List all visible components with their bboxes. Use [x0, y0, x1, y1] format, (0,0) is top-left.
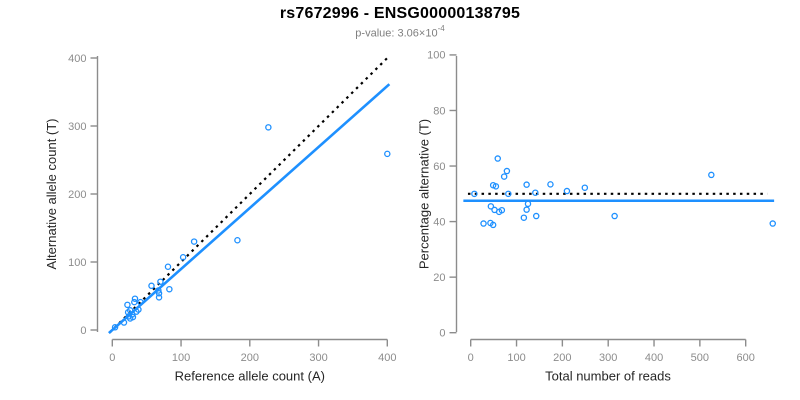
data-point [532, 189, 539, 196]
data-point [611, 212, 618, 220]
data-point [563, 187, 571, 195]
data-point [503, 167, 511, 175]
data-point [190, 238, 198, 245]
percentage-vs-reads-scatter: 0 20 40 60 80 100 0 100 200 300 400 500 600 Total num… [417, 50, 776, 384]
data-point [505, 190, 512, 198]
x-tick-label: 100 [172, 352, 190, 364]
data-point [581, 184, 589, 191]
data-point [523, 181, 530, 188]
x-tick-label: 200 [241, 352, 259, 364]
data-point [126, 315, 134, 322]
plot-title: rs7672996 - ENSG00000138795 [279, 5, 521, 22]
data-point [769, 220, 776, 227]
data-point [111, 324, 119, 331]
allele-counts-scatter: 0 100 200 300 400 0 100 200 300 400 Reference alle… [44, 53, 396, 384]
pvalue-exponent: -4 [437, 24, 445, 33]
data-point [179, 253, 187, 261]
data-point [494, 155, 501, 162]
x-tick-label: 200 [553, 352, 571, 364]
x-tick-label: 400 [645, 352, 663, 364]
y-tick-label: 200 [68, 189, 86, 201]
data-point [524, 200, 532, 208]
x-tick-label: 0 [109, 352, 115, 364]
y-tick-label: 300 [68, 121, 86, 133]
data-point [135, 306, 142, 313]
identity-line [108, 55, 390, 334]
x-axis-title: Reference allele count (A) [175, 369, 325, 384]
data-point [487, 203, 495, 210]
data-point [137, 298, 144, 306]
data-point [523, 206, 530, 213]
y-tick-label: 20 [433, 272, 445, 284]
data-point [124, 301, 131, 309]
fit-line [107, 83, 391, 335]
data-point [120, 319, 128, 326]
y-tick-label: 40 [433, 216, 445, 228]
data-point [520, 214, 528, 221]
y-tick-label: 0 [439, 328, 445, 340]
data-point [480, 220, 487, 227]
y-tick-label: 0 [80, 325, 86, 337]
data-point [471, 190, 478, 198]
x-tick-label: 400 [378, 352, 396, 364]
y-tick-label: 100 [68, 257, 86, 269]
data-point [498, 206, 506, 214]
y-tick-label: 400 [68, 53, 86, 65]
x-tick-label: 300 [309, 352, 327, 364]
pvalue-text: p-value: 3.06×10 [355, 27, 438, 40]
x-tick-label: 600 [737, 352, 755, 364]
data-point [492, 183, 500, 190]
data-point [155, 294, 163, 301]
x-tick-label: 100 [507, 352, 525, 364]
data-point [131, 295, 139, 302]
data-point [164, 263, 172, 271]
data-point [384, 150, 391, 158]
data-point [234, 236, 241, 244]
x-axis-title: Total number of reads [545, 369, 671, 384]
data-point [166, 285, 173, 293]
data-point [131, 298, 138, 306]
x-tick-label: 0 [468, 352, 474, 364]
data-point [155, 290, 163, 297]
data-point [532, 212, 540, 220]
data-point [155, 287, 162, 294]
data-point [500, 173, 508, 180]
data-point [157, 278, 164, 285]
data-point [148, 282, 155, 290]
y-tick-label: 100 [427, 50, 445, 62]
x-tick-label: 500 [691, 352, 709, 364]
data-point [265, 124, 272, 131]
y-axis-title: Alternative allele count (T) [44, 118, 59, 269]
data-point [487, 219, 494, 227]
data-point [708, 171, 715, 179]
y-axis-title: Percentage alternative (T) [417, 119, 432, 269]
plot-subtitle: p-value: 3.06×10-4 [0, 24, 800, 40]
x-tick-label: 300 [599, 352, 617, 364]
y-tick-label: 80 [433, 105, 445, 117]
data-point [547, 181, 554, 188]
y-tick-label: 60 [433, 161, 445, 173]
